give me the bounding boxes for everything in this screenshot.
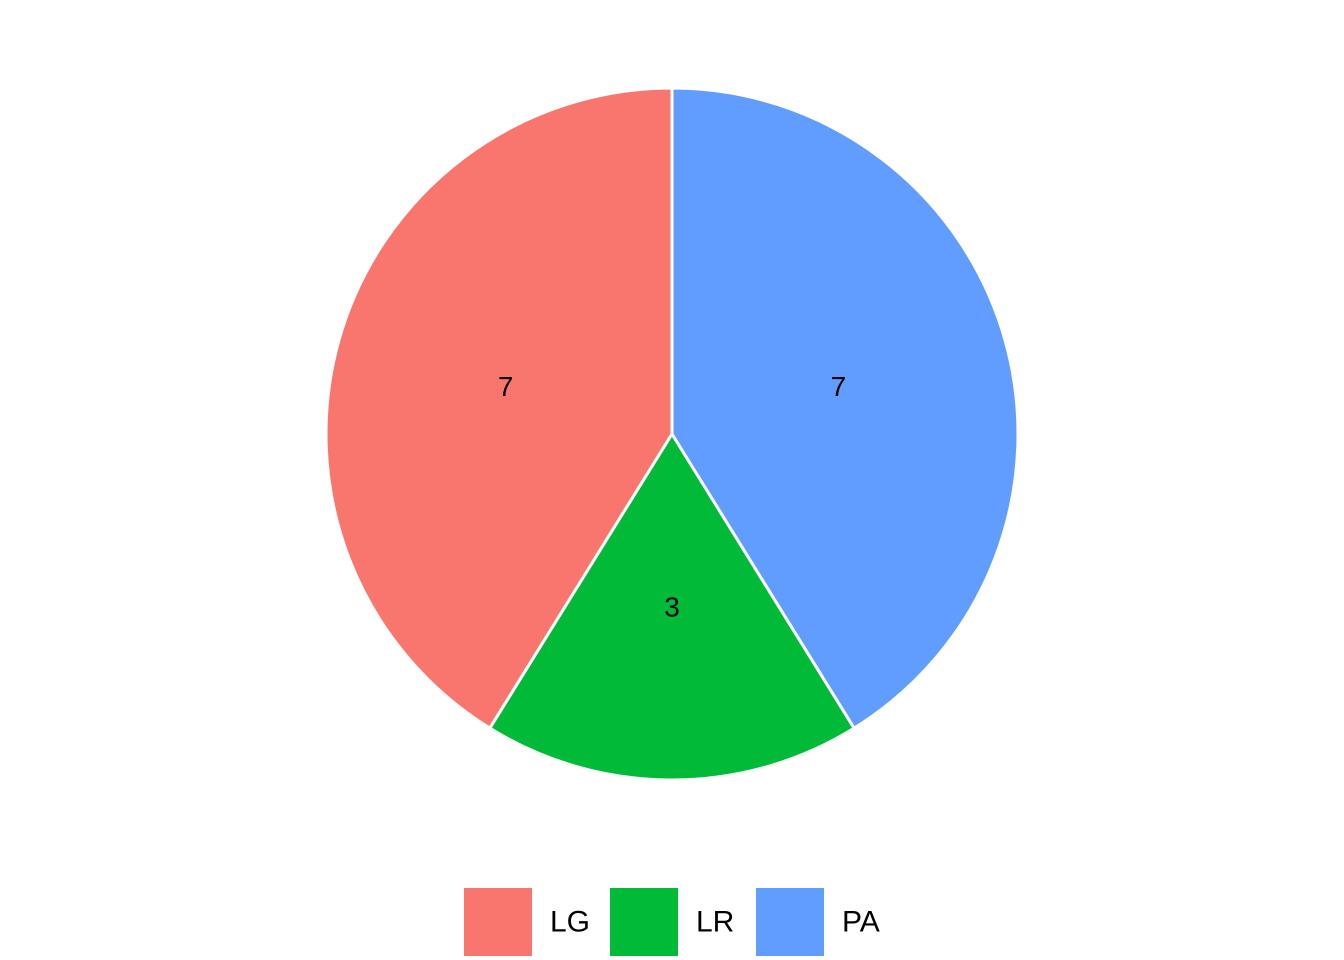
pie-slice-lr: [487, 431, 857, 782]
legend-label-lg: LG: [550, 906, 590, 939]
pie-slice-pa: [670, 86, 1020, 731]
legend-label-pa: PA: [842, 906, 880, 939]
slice-label-pa: 7: [831, 371, 847, 402]
legend-key-lr: [610, 888, 678, 956]
slice-labels: 7 3 7: [498, 371, 846, 622]
pie-slice-lg: [324, 86, 674, 731]
slice-label-lg: 7: [498, 371, 514, 402]
legend-key-pa: [756, 888, 824, 956]
legend-label-lr: LR: [696, 906, 734, 939]
legend-key-lg: [464, 888, 532, 956]
slice-label-lr: 3: [664, 592, 680, 623]
pie-slices: [324, 86, 1020, 782]
legend: LG LR PA: [464, 888, 880, 956]
